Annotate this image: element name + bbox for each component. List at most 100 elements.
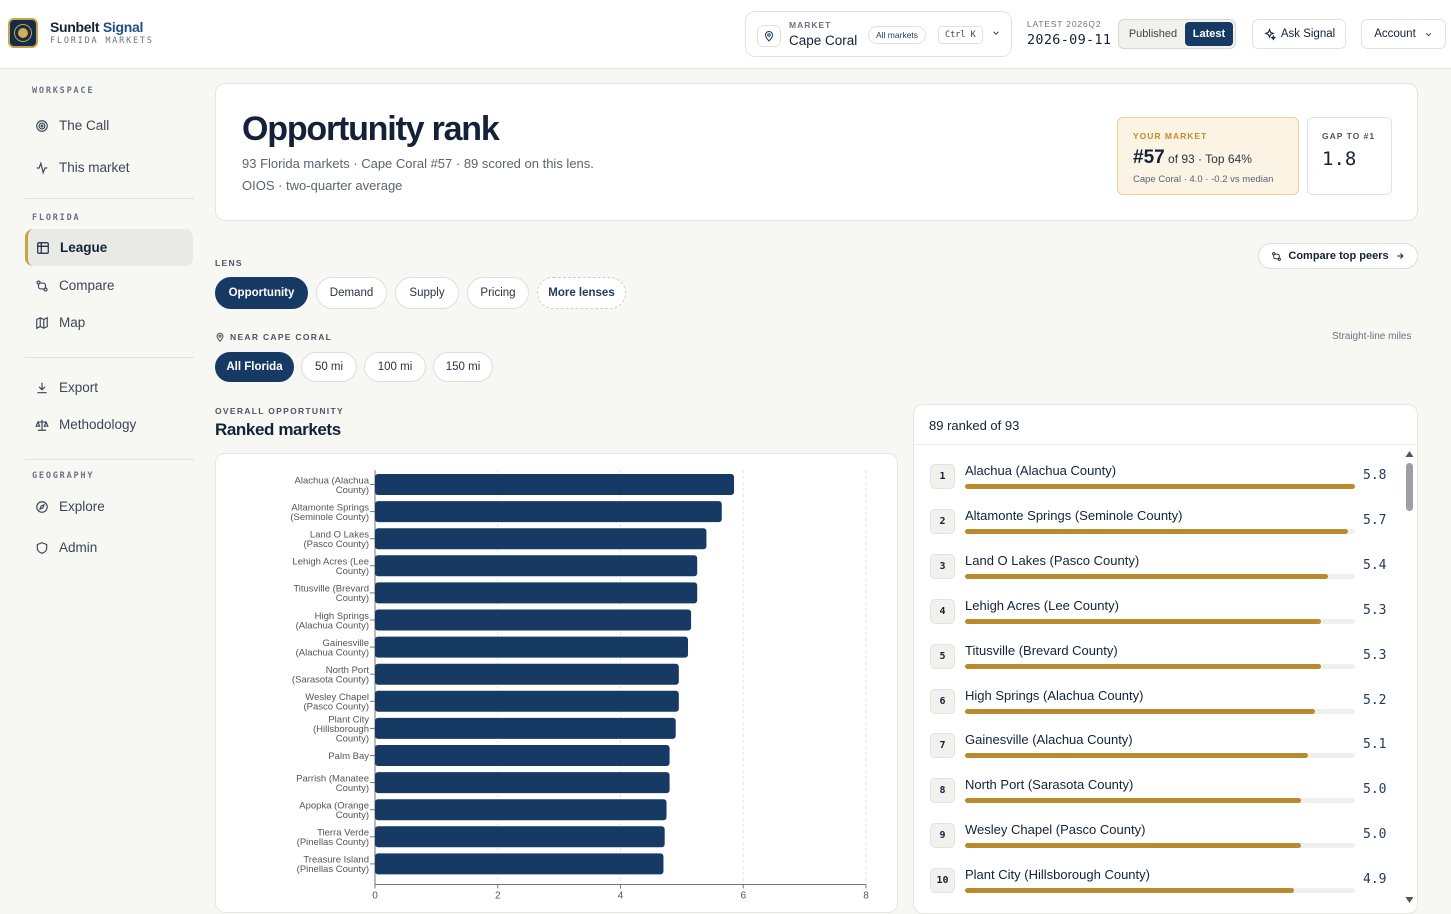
published-option[interactable]: Published (1128, 28, 1178, 40)
market-name: Land O Lakes (Pasco County) (965, 552, 1140, 568)
y-tick-label: Alachua (Alachua (295, 475, 370, 486)
list-item[interactable]: 2 Altamonte Springs (Seminole County) 5.7 (930, 501, 1390, 546)
list-item[interactable]: 4 Lehigh Acres (Lee County) 5.3 (930, 591, 1390, 636)
list-item[interactable]: 10 Plant City (Hillsborough County) 4.9 (930, 860, 1390, 905)
sidebar-item-this-market[interactable]: This market (25, 149, 193, 186)
score-track (965, 663, 1355, 669)
score-bar (965, 753, 1308, 759)
score-bar (965, 484, 1355, 489)
latest-option[interactable]: Latest (1185, 22, 1233, 46)
x-tick-label: 6 (740, 891, 746, 902)
y-tick-label: (Pasco County) (304, 539, 369, 550)
lens-opportunity[interactable]: Opportunity (215, 277, 308, 309)
rank-badge: 3 (930, 553, 955, 579)
y-tick-label: Tierra Verde (317, 828, 369, 839)
lens-label: LENS (215, 258, 243, 268)
bar (375, 636, 689, 658)
ranked-markets-chart-card: 0 2 4 6 8 Alachua (Alachua County) Altamonte Sp… (215, 453, 898, 913)
list-item[interactable]: 5 Titusville (Brevard County) 5.3 (930, 636, 1390, 681)
score-track (965, 573, 1355, 579)
location-pin-icon (757, 25, 781, 47)
sidebar-item-compare[interactable]: Compare (25, 267, 193, 304)
x-tick-label: 8 (863, 891, 869, 902)
bar (375, 663, 679, 685)
radius-150[interactable]: 150 mi (433, 352, 493, 382)
bar (375, 772, 670, 794)
score-track (965, 528, 1355, 534)
score-track (965, 618, 1355, 624)
target-icon (36, 119, 48, 132)
list-item[interactable]: 7 Gainesville (Alachua County) 5.1 (930, 725, 1390, 770)
brand[interactable]: Sunbelt Signal FLORIDA MARKETS (8, 18, 154, 48)
rank-badge: 8 (930, 778, 955, 804)
shortcut-hint: Ctrl K (938, 26, 983, 44)
list-item[interactable]: 9 Wesley Chapel (Pasco County) 5.0 (930, 815, 1390, 860)
rank-badge: 10 (930, 868, 955, 894)
y-tick-label: Wesley Chapel (305, 692, 369, 703)
near-label: NEAR CAPE CORAL (215, 332, 332, 342)
y-tick-label: High Springs (315, 611, 370, 622)
sidebar-item-admin[interactable]: Admin (25, 529, 193, 566)
market-selector[interactable]: MARKET Cape Coral All markets Ctrl K (745, 11, 1012, 57)
list-scrollbar[interactable] (1404, 447, 1415, 907)
y-tick-label: County) (336, 810, 369, 821)
y-tick-label: Apopka (Orange (299, 800, 369, 811)
radius-50[interactable]: 50 mi (301, 352, 357, 382)
y-tick-label: Treasure Island (303, 855, 369, 866)
sidebar-item-methodology[interactable]: Methodology (25, 406, 193, 443)
sidebar-item-explore[interactable]: Explore (25, 488, 193, 525)
y-tick-label: (Pasco County) (304, 702, 369, 713)
y-tick-label: (Pinellas County) (297, 864, 369, 875)
list-header: 89 ranked of 93 (929, 418, 1020, 433)
bar (375, 717, 676, 739)
score-track (965, 484, 1355, 489)
sidebar-item-league[interactable]: League (25, 229, 193, 266)
x-tick-label: 0 (372, 891, 378, 902)
compare-icon (1272, 251, 1282, 261)
score-value: 5.3 (1363, 602, 1387, 618)
section-kicker: OVERALL OPPORTUNITY (215, 406, 344, 416)
your-market-card: YOUR MARKET #57 of 93 · Top 64% Cape Cor… (1117, 117, 1299, 195)
sidebar-item-the-call[interactable]: The Call (25, 107, 193, 144)
list-item[interactable]: 8 North Port (Sarasota County) 5.0 (930, 770, 1390, 815)
score-value: 5.0 (1363, 827, 1387, 843)
radius-all-florida[interactable]: All Florida (215, 352, 294, 382)
chevron-down-icon[interactable] (991, 28, 1001, 41)
x-tick-label: 4 (618, 891, 624, 902)
compare-top-peers-button[interactable]: Compare top peers (1258, 243, 1418, 269)
sidebar-divider (25, 357, 194, 358)
list-divider (914, 444, 1417, 445)
ask-signal-button[interactable]: Ask Signal (1252, 19, 1346, 49)
rank-badge: 2 (930, 508, 955, 534)
market-name: Alachua (Alachua County) (965, 463, 1117, 478)
score-track (965, 798, 1355, 804)
y-tick-label: County) (336, 733, 369, 744)
bar (375, 745, 670, 766)
sidebar-divider (25, 459, 194, 460)
sidebar-item-map[interactable]: Map (25, 304, 193, 341)
score-value: 5.2 (1363, 692, 1387, 708)
gap-card: GAP TO #1 1.8 (1307, 117, 1392, 195)
bar (375, 501, 722, 523)
score-track (965, 888, 1355, 894)
radius-100[interactable]: 100 mi (364, 352, 426, 382)
account-button[interactable]: Account (1361, 19, 1446, 49)
chevron-down-icon (1425, 32, 1431, 36)
lens-supply[interactable]: Supply (395, 277, 459, 309)
y-tick-label: County) (336, 485, 369, 496)
bar (375, 582, 698, 604)
list-item[interactable]: 1 Alachua (Alachua County) 5.8 (930, 456, 1390, 501)
more-lenses-button[interactable]: More lenses (537, 277, 626, 309)
score-value: 4.9 (1363, 872, 1387, 888)
rank-badge: 4 (930, 598, 955, 624)
compass-icon (36, 500, 48, 513)
bar (375, 826, 665, 848)
list-item[interactable]: 6 High Springs (Alachua County) 5.2 (930, 681, 1390, 726)
brand-logo (8, 18, 38, 48)
sidebar-item-export[interactable]: Export (25, 369, 193, 406)
lens-demand[interactable]: Demand (316, 277, 387, 309)
lens-pricing[interactable]: Pricing (467, 277, 529, 309)
y-tick-label: (Hillsborough (313, 724, 369, 735)
list-item[interactable]: 3 Land O Lakes (Pasco County) 5.4 (930, 546, 1390, 591)
all-markets-chip[interactable]: All markets (868, 26, 927, 44)
